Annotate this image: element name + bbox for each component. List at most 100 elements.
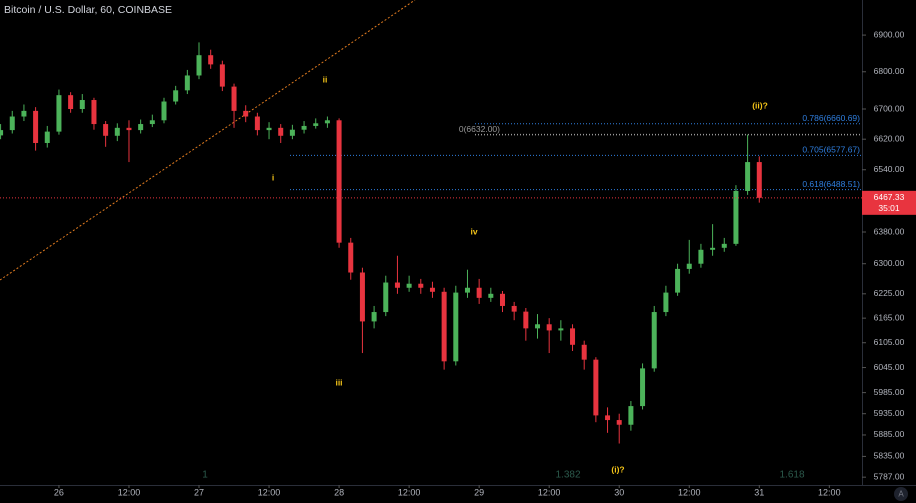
x-tick-label: 12:00 bbox=[258, 487, 281, 497]
y-tick-label: 6300.00 bbox=[874, 258, 905, 268]
wave-label: iii bbox=[335, 377, 342, 387]
candle-body bbox=[406, 283, 412, 288]
candle-body bbox=[511, 305, 517, 312]
candle-body bbox=[453, 292, 459, 362]
candle-body bbox=[56, 95, 62, 132]
candle-body bbox=[686, 263, 692, 269]
x-tick-label: 28 bbox=[334, 487, 344, 497]
trend-line bbox=[0, 0, 416, 281]
labels: 6900.00 6800.00 6700.00 6620.00 6540.00 6380.… bbox=[0, 29, 916, 497]
x-tick-label: 30 bbox=[614, 487, 624, 497]
candle-body bbox=[476, 287, 482, 298]
candle-body bbox=[651, 312, 657, 369]
candle-body bbox=[324, 120, 330, 124]
y-tick-label: 6165.00 bbox=[874, 312, 905, 322]
wave-label: (ii)? bbox=[752, 100, 768, 110]
candle-body bbox=[103, 124, 109, 136]
x-tick-label: 12:00 bbox=[818, 487, 841, 497]
candle-body bbox=[91, 100, 97, 125]
y-tick-label: 5985.00 bbox=[874, 387, 905, 397]
countdown-label: 35:01 bbox=[878, 203, 900, 213]
y-tick-label: 6540.00 bbox=[874, 164, 905, 174]
candle-body bbox=[44, 131, 50, 143]
y-tick-label: 6900.00 bbox=[874, 29, 905, 39]
x-tick-label: 12:00 bbox=[398, 487, 421, 497]
candle-body bbox=[733, 190, 739, 244]
candle-body bbox=[581, 344, 587, 360]
y-tick-label: 5787.00 bbox=[874, 471, 905, 481]
candle-body bbox=[756, 162, 762, 198]
y-tick-label: 6800.00 bbox=[874, 66, 905, 76]
y-tick-label: 6045.00 bbox=[874, 362, 905, 372]
last-price-label: 6467.33 bbox=[874, 192, 905, 202]
candle-body bbox=[219, 64, 225, 87]
candle-body bbox=[675, 268, 681, 293]
candle-body bbox=[394, 282, 400, 288]
candle-body bbox=[745, 162, 751, 191]
candle-body bbox=[570, 328, 576, 345]
candle-body bbox=[336, 120, 342, 243]
candle-body bbox=[535, 324, 541, 329]
fib-label: 0(6632.00) bbox=[459, 124, 500, 134]
candle-body bbox=[196, 55, 202, 76]
y-tick-label: 5935.00 bbox=[874, 408, 905, 418]
candle-body bbox=[593, 359, 599, 416]
candle-body bbox=[464, 287, 470, 293]
x-tick-label: 26 bbox=[54, 487, 64, 497]
candle-body bbox=[231, 86, 237, 111]
candle-body bbox=[243, 110, 249, 117]
candle-body bbox=[605, 415, 611, 421]
candle-body bbox=[558, 328, 564, 331]
candle-body bbox=[33, 110, 39, 143]
extension-label: 1.618 bbox=[779, 470, 804, 481]
last-price-tag bbox=[862, 190, 916, 215]
y-tick-label: 5835.00 bbox=[874, 451, 905, 461]
x-tick-label: 31 bbox=[754, 487, 764, 497]
candle-body bbox=[348, 242, 354, 273]
candle-body bbox=[429, 287, 435, 292]
fib-label: 0.786(6660.69) bbox=[802, 113, 860, 123]
candle-body bbox=[499, 293, 505, 306]
candle-body bbox=[710, 247, 716, 250]
wave-label: (i)? bbox=[611, 464, 624, 474]
candle-body bbox=[488, 293, 494, 298]
auto-scale-label[interactable]: A bbox=[898, 490, 904, 499]
candle-body bbox=[79, 100, 85, 110]
wave-label: iv bbox=[470, 226, 477, 236]
candle-body bbox=[68, 95, 74, 110]
candle-body bbox=[9, 116, 15, 131]
candle-body bbox=[616, 420, 622, 425]
candle-body bbox=[21, 110, 27, 117]
x-tick-label: 12:00 bbox=[538, 487, 561, 497]
wave-label: i bbox=[272, 172, 274, 182]
fib-label: 0.705(6577.67) bbox=[802, 145, 860, 155]
fib-label: 0.618(6488.51) bbox=[802, 179, 860, 189]
x-tick-label: 27 bbox=[194, 487, 204, 497]
auto-scale-button[interactable] bbox=[894, 487, 908, 501]
candle-body bbox=[149, 120, 155, 125]
candle-body bbox=[266, 127, 272, 131]
candle-body bbox=[126, 127, 132, 131]
y-tick-label: 5885.00 bbox=[874, 429, 905, 439]
candle-body bbox=[301, 125, 307, 130]
y-tick-label: 6105.00 bbox=[874, 337, 905, 347]
fib-layer: 0.786(6660.69) 0(6632.00) 0.705(6577.67) 0.… bbox=[290, 113, 862, 191]
candle-body bbox=[546, 324, 552, 331]
x-tick-label: 29 bbox=[474, 487, 484, 497]
candle-body bbox=[0, 130, 4, 136]
candle-body bbox=[161, 101, 167, 121]
y-tick-label: 6700.00 bbox=[874, 103, 905, 113]
y-tick-label: 6225.00 bbox=[874, 288, 905, 298]
candle-body bbox=[289, 129, 295, 136]
candle-body bbox=[278, 127, 284, 136]
y-tick-label: 6620.00 bbox=[874, 133, 905, 143]
y-tick-label: 6380.00 bbox=[874, 226, 905, 236]
candle-body bbox=[628, 406, 634, 425]
extension-label: 1.382 bbox=[555, 470, 580, 481]
candle-body bbox=[184, 75, 190, 91]
candle-body bbox=[698, 249, 704, 264]
candle-body bbox=[173, 90, 179, 102]
